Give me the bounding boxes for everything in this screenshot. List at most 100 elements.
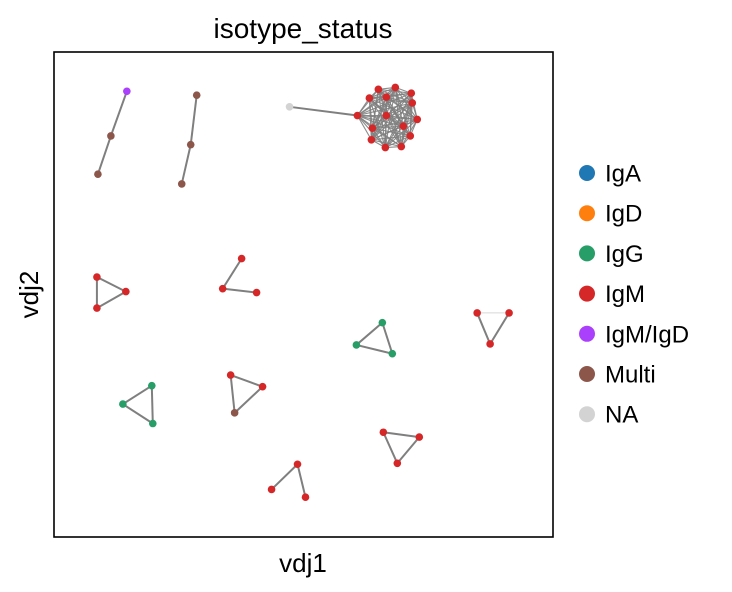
plot-area: [53, 51, 554, 538]
cluster-edge-line: [372, 127, 411, 137]
legend-item: IgM: [579, 281, 645, 308]
chart-title: isotype_status: [214, 13, 393, 44]
node-point: [177, 180, 186, 188]
legend-label: IgA: [605, 161, 641, 188]
edge-line: [233, 385, 264, 414]
node-point: [382, 111, 391, 120]
legend-item: IgM/IgD: [579, 321, 689, 348]
cluster-edge-line: [371, 135, 411, 141]
edge-line: [96, 290, 127, 309]
node-point: [123, 87, 131, 96]
cluster-edge-line: [384, 115, 387, 148]
node-point: [397, 142, 406, 151]
node-point: [119, 400, 127, 408]
node-point: [192, 91, 201, 99]
node-point: [301, 493, 310, 502]
cluster-edge-line: [386, 96, 413, 104]
node-point: [267, 485, 276, 494]
legend-label: IgG: [605, 241, 644, 268]
legend-item: Multi: [579, 362, 656, 389]
edge-line: [476, 312, 492, 345]
node-point: [258, 382, 267, 391]
legend-marker: [579, 285, 595, 302]
edge-line: [396, 436, 421, 464]
edge-line: [383, 431, 420, 439]
legend-item: IgG: [579, 241, 644, 268]
node-point: [218, 284, 227, 293]
cluster-edge-line: [370, 102, 413, 141]
node-point: [505, 309, 513, 317]
edge-line: [122, 384, 153, 405]
edge-line: [222, 287, 257, 294]
edge-line: [229, 374, 236, 413]
node-point: [230, 409, 239, 417]
x-axis-label: vdj1: [279, 548, 327, 578]
edge-line: [356, 343, 393, 355]
cluster-edge-line: [386, 96, 418, 120]
node-point: [382, 93, 391, 101]
node-point: [252, 288, 261, 297]
node-point: [486, 340, 494, 348]
edge-line: [230, 374, 263, 388]
node-point: [365, 94, 374, 102]
y-axis-label: vdj2: [14, 271, 44, 319]
legend-label: NA: [605, 402, 638, 429]
cluster-edge-line: [371, 89, 379, 129]
cluster-edge-line: [370, 96, 387, 140]
edge-line: [189, 95, 198, 145]
node-point: [408, 99, 417, 107]
node-point: [148, 381, 156, 390]
cluster-edge-line: [377, 89, 386, 148]
legend-marker: [579, 366, 595, 382]
cluster-edge-line: [371, 125, 404, 141]
node-point: [378, 318, 387, 327]
edge-line: [122, 403, 154, 425]
legend-item: IgD: [579, 201, 642, 228]
node-point: [374, 85, 383, 94]
cluster-edge-line: [384, 125, 404, 148]
node-point: [473, 309, 481, 317]
edge-line: [96, 276, 127, 293]
node-point: [415, 433, 424, 441]
node-point: [107, 132, 115, 140]
node-point: [186, 140, 195, 149]
nodes-layer: [93, 83, 513, 502]
node-point: [379, 428, 388, 437]
legend-item: IgA: [579, 161, 641, 188]
edge-line: [355, 321, 383, 346]
node-point: [393, 459, 402, 468]
cluster-edge-line: [368, 98, 373, 129]
node-point: [293, 460, 302, 469]
cluster-edge-line: [385, 115, 402, 147]
edge-line: [96, 135, 112, 175]
cluster-edge-line: [385, 96, 404, 127]
cluster-edge-line: [384, 119, 418, 148]
edge-line: [150, 385, 154, 424]
node-point: [368, 124, 377, 132]
node-point: [94, 170, 102, 179]
legend-label: IgM: [605, 281, 645, 308]
legend-marker: [579, 325, 595, 342]
node-point: [381, 143, 390, 152]
plot-frame: [53, 51, 554, 538]
cluster-edge-line: [356, 115, 372, 141]
node-point: [93, 273, 101, 281]
cluster-edge-line: [372, 125, 404, 129]
cluster-edge-line: [371, 96, 387, 129]
legend-label: Multi: [605, 362, 656, 389]
legend-marker: [579, 165, 595, 181]
edge-line: [489, 312, 510, 345]
edge-line: [296, 464, 307, 498]
cluster-edge-line: [386, 114, 418, 120]
node-point: [149, 419, 157, 428]
cluster-edge-line: [385, 115, 411, 137]
cluster-edge-line: [386, 102, 413, 117]
cluster-edge-line: [385, 96, 402, 147]
node-point: [391, 83, 400, 92]
edge-line: [381, 322, 394, 354]
legend-label: IgM/IgD: [605, 321, 689, 348]
node-point: [122, 287, 130, 296]
node-point: [352, 341, 361, 349]
cluster-edge-line: [371, 139, 402, 148]
